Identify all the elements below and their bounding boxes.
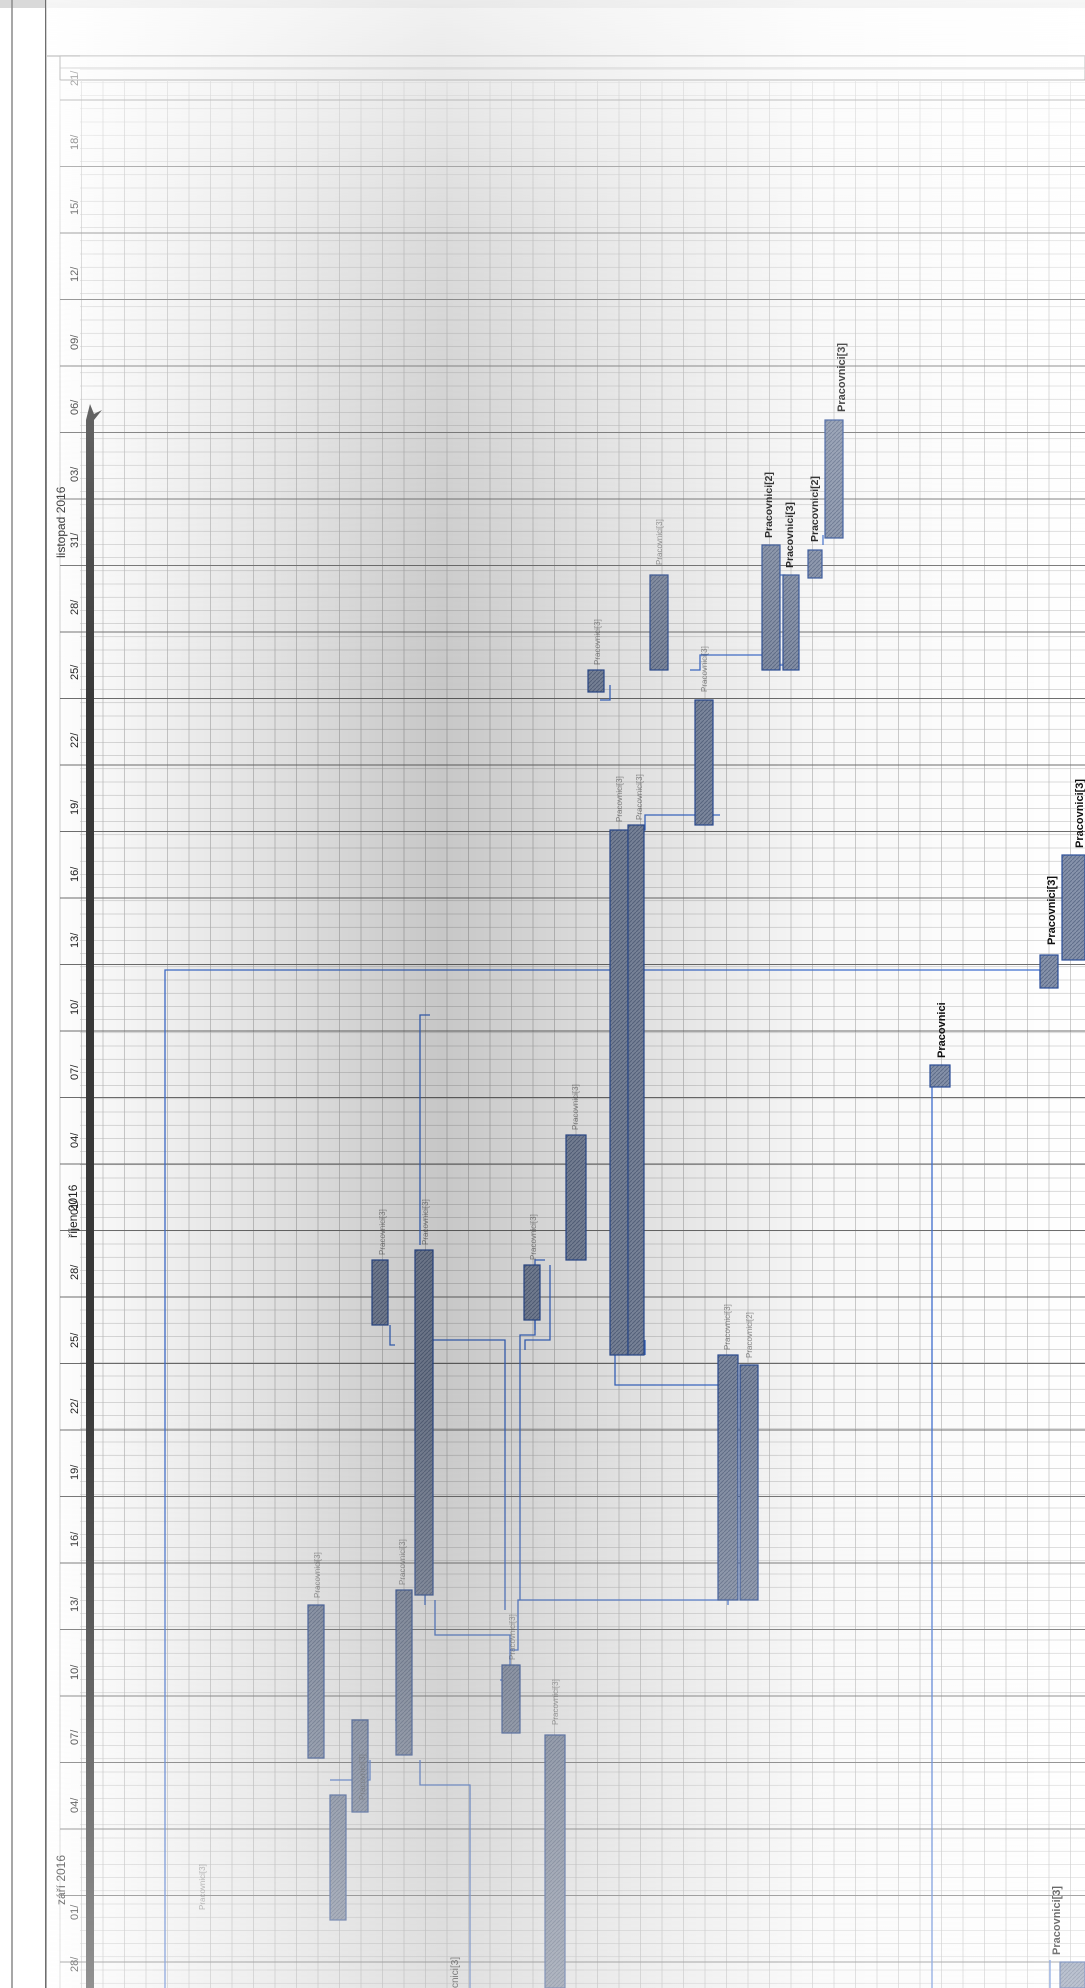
task-bar bbox=[929, 1064, 951, 1088]
day-label: 10/ bbox=[69, 999, 81, 1015]
task-bar bbox=[565, 1134, 587, 1261]
resource-label-blurred: Pracovnici[3] bbox=[398, 1539, 407, 1585]
resource-label-blurred: Pracovnici[3] bbox=[571, 1084, 580, 1130]
day-label: 03/ bbox=[69, 466, 81, 482]
task-bar bbox=[1059, 1961, 1085, 1988]
resource-label: cnici[3] bbox=[450, 1957, 461, 1988]
task-bar bbox=[609, 829, 629, 1356]
resource-label: Pracovnici[3] bbox=[836, 343, 848, 412]
day-label: 28/ bbox=[69, 1264, 81, 1280]
month-label-zari: září 2016 bbox=[54, 1855, 68, 1905]
day-label: 12/ bbox=[69, 266, 81, 282]
day-label: 21/ bbox=[69, 70, 81, 86]
task-bar bbox=[761, 544, 781, 671]
resource-label-blurred: Pracovnici[3] bbox=[655, 519, 664, 565]
resource-label: Pracovnici[3] bbox=[1074, 779, 1085, 848]
task-bar bbox=[1061, 854, 1085, 961]
day-label: 31/ bbox=[69, 532, 81, 548]
day-label: 25/ bbox=[69, 1332, 81, 1348]
resource-label-blurred: Pracovnici[3] bbox=[358, 1754, 367, 1800]
day-label: 06/ bbox=[69, 399, 81, 415]
day-label: 19/ bbox=[69, 1464, 81, 1480]
resource-label-blurred: Pracovnici[3] bbox=[421, 1199, 430, 1245]
task-bar bbox=[694, 699, 714, 826]
resource-label: Pracovnici[3] bbox=[784, 502, 796, 568]
resource-label: Pracovnici[3] bbox=[1046, 876, 1058, 945]
day-label: 22/ bbox=[69, 732, 81, 748]
day-label: 25/ bbox=[69, 664, 81, 680]
day-label: 04/ bbox=[69, 1132, 81, 1148]
task-bar bbox=[523, 1264, 541, 1321]
resource-label: Pracovnici[3] bbox=[1051, 1886, 1063, 1955]
task-bar bbox=[371, 1259, 389, 1326]
resource-label-blurred: Pracovnici[3] bbox=[723, 1304, 732, 1350]
day-label: 28/ bbox=[69, 599, 81, 615]
task-bar bbox=[824, 419, 844, 539]
task-bar bbox=[544, 1734, 566, 1988]
task-bar bbox=[739, 1364, 759, 1601]
day-label: 13/ bbox=[69, 932, 81, 948]
day-label: 07/ bbox=[69, 1729, 81, 1745]
resource-label: Pracovnici[2] bbox=[763, 472, 775, 538]
task-bar bbox=[501, 1664, 521, 1734]
day-label: 07/ bbox=[69, 1064, 81, 1080]
day-label: 28/ bbox=[69, 1956, 81, 1972]
day-label: 01/ bbox=[69, 1199, 81, 1215]
day-label: 16/ bbox=[69, 1531, 81, 1547]
task-bar bbox=[329, 1794, 347, 1921]
task-bar bbox=[782, 574, 800, 671]
day-label: 09/ bbox=[69, 334, 81, 350]
resource-label: Pracovnici bbox=[936, 1002, 948, 1058]
resource-label-blurred: Pracovnici[3] bbox=[508, 1614, 517, 1660]
task-bar bbox=[587, 669, 605, 693]
task-bar bbox=[807, 549, 823, 579]
day-label: 16/ bbox=[69, 866, 81, 882]
day-label: 01/ bbox=[69, 1904, 81, 1920]
month-label-listopad: listopad 2016 bbox=[54, 486, 68, 558]
task-bar bbox=[649, 574, 669, 671]
task-bar bbox=[717, 1354, 739, 1601]
task-bar bbox=[307, 1604, 325, 1759]
resource-label-blurred: Pracovnici[3] bbox=[198, 1864, 207, 1910]
task-bar bbox=[395, 1589, 413, 1756]
resource-label-blurred: Pracovnici[3] bbox=[313, 1552, 322, 1598]
resource-label-blurred: Pracovnici[3] bbox=[700, 646, 709, 692]
resource-label-blurred: Pracovnici[3] bbox=[615, 776, 624, 822]
resource-label-blurred: Pracovnici[3] bbox=[551, 1679, 560, 1725]
day-label: 18/ bbox=[69, 134, 81, 150]
day-label: 19/ bbox=[69, 799, 81, 815]
day-label: 15/ bbox=[69, 199, 81, 215]
day-label: 04/ bbox=[69, 1797, 81, 1813]
day-label: 13/ bbox=[69, 1596, 81, 1612]
day-label: 22/ bbox=[69, 1398, 81, 1414]
resource-label: Pracovnici[2] bbox=[809, 476, 821, 542]
resource-label-blurred: Pracovnici[2] bbox=[745, 1312, 754, 1358]
resource-label-blurred: Pracovnici[3] bbox=[529, 1214, 538, 1260]
task-bar bbox=[627, 824, 645, 1356]
resource-label-blurred: Pracovnici[3] bbox=[593, 619, 602, 665]
task-bar bbox=[414, 1249, 434, 1596]
task-bar bbox=[1039, 954, 1059, 989]
day-label: 10/ bbox=[69, 1664, 81, 1680]
resource-label-blurred: Pracovnici[3] bbox=[635, 774, 644, 820]
resource-label-blurred: Pracovnici[3] bbox=[378, 1209, 387, 1255]
